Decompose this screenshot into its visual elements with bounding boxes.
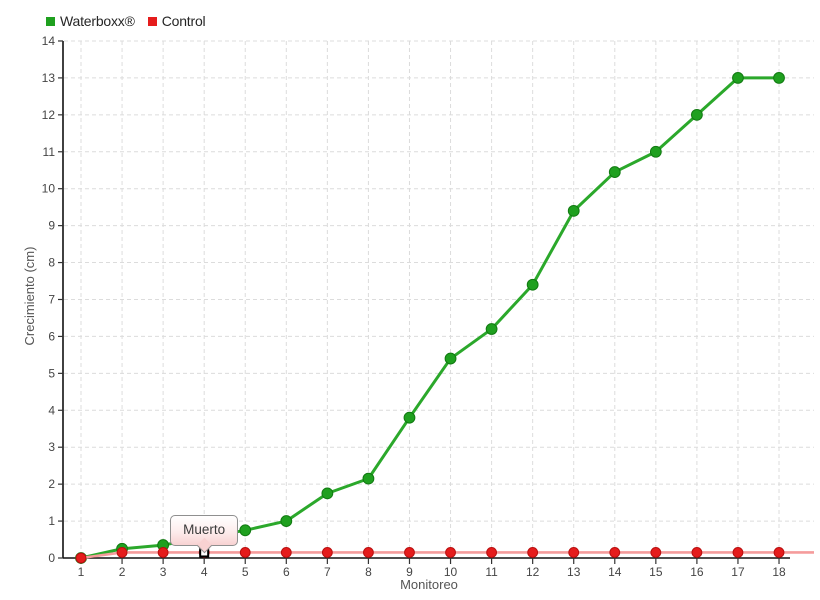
gridlines	[64, 40, 814, 557]
control-point[interactable]	[363, 547, 374, 558]
x-tick-label: 16	[690, 565, 704, 579]
waterboxx-point[interactable]	[567, 204, 580, 217]
legend-label-control: Control	[161, 13, 206, 29]
chart-legend: Waterboxx® Control	[46, 13, 206, 29]
x-tick-label: 7	[324, 565, 331, 579]
waterboxx-line	[79, 76, 781, 560]
waterboxx-point[interactable]	[403, 411, 416, 424]
x-tick-label: 2	[119, 565, 126, 579]
x-tick-label: 14	[608, 565, 622, 579]
y-tick-label: 12	[42, 108, 56, 122]
x-tick-label: 4	[201, 565, 208, 579]
x-axis-title: Monitoreo	[400, 577, 458, 592]
x-tick-label: 12	[526, 565, 540, 579]
waterboxx-point[interactable]	[691, 108, 703, 121]
control-point[interactable]	[773, 547, 785, 558]
control-point[interactable]	[157, 547, 169, 558]
y-tick-label: 10	[42, 182, 56, 196]
legend-item-control[interactable]: Control	[147, 13, 206, 29]
legend-label-waterboxx: Waterboxx®	[60, 13, 135, 29]
waterboxx-point[interactable]	[239, 524, 252, 537]
control-point[interactable]	[75, 552, 87, 564]
y-tick-label: 7	[48, 292, 55, 306]
x-tick-label: 8	[365, 565, 372, 579]
x-tick-label: 18	[772, 565, 786, 579]
x-tick-label: 5	[242, 565, 249, 579]
y-tick-label: 0	[48, 551, 55, 565]
control-point[interactable]	[116, 547, 128, 558]
control-point[interactable]	[321, 547, 333, 558]
control-point[interactable]	[527, 547, 539, 558]
waterboxx-point[interactable]	[732, 72, 744, 84]
y-tick-label: 14	[42, 34, 56, 48]
x-tick-label: 13	[567, 565, 581, 579]
y-tick-label: 4	[48, 403, 55, 417]
x-tick-label: 10	[444, 565, 458, 579]
y-tick-label: 6	[48, 329, 55, 343]
control-point[interactable]	[445, 547, 456, 558]
control-point[interactable]	[280, 547, 292, 558]
control-swatch-icon	[147, 17, 157, 26]
control-point[interactable]	[568, 547, 580, 558]
waterboxx-point[interactable]	[280, 515, 293, 527]
x-tick-label: 17	[731, 565, 745, 579]
control-series	[75, 547, 814, 564]
waterboxx-series	[75, 72, 785, 564]
y-tick-label: 11	[43, 145, 56, 159]
y-tick-label: 2	[48, 477, 55, 491]
waterboxx-point[interactable]	[362, 472, 375, 485]
control-point[interactable]	[239, 547, 251, 558]
tooltip-muerto: Muerto	[170, 515, 239, 554]
waterboxx-point[interactable]	[526, 278, 539, 291]
x-tick-label: 15	[649, 565, 663, 579]
control-point[interactable]	[732, 547, 744, 558]
y-tick-label: 9	[48, 219, 55, 233]
waterboxx-point[interactable]	[608, 166, 621, 178]
y-tick-label: 8	[48, 256, 55, 270]
control-point[interactable]	[691, 547, 703, 558]
control-point[interactable]	[609, 547, 621, 558]
y-tick-label: 3	[48, 440, 55, 454]
x-tick-label: 11	[485, 565, 498, 579]
waterboxx-point[interactable]	[649, 145, 662, 158]
control-point[interactable]	[486, 547, 498, 558]
control-point[interactable]	[404, 547, 415, 558]
x-tick-label: 1	[78, 565, 85, 579]
waterboxx-point[interactable]	[321, 487, 334, 500]
tooltip-text: Muerto	[183, 522, 226, 538]
y-axis-title: Crecimiento (cm)	[22, 247, 37, 346]
waterboxx-point[interactable]	[444, 352, 457, 365]
waterboxx-point[interactable]	[773, 72, 785, 84]
waterboxx-swatch-icon	[46, 17, 55, 26]
waterboxx-point[interactable]	[485, 323, 498, 335]
y-tick-label: 1	[48, 514, 55, 528]
y-tick-label: 13	[42, 71, 56, 85]
x-tick-label: 9	[406, 565, 413, 579]
x-tick-label: 3	[160, 565, 167, 579]
y-tick-label: 5	[48, 366, 55, 380]
control-point[interactable]	[650, 547, 662, 558]
x-tick-label: 6	[283, 565, 290, 579]
legend-item-waterboxx[interactable]: Waterboxx®	[46, 13, 135, 29]
control-line	[79, 551, 781, 560]
